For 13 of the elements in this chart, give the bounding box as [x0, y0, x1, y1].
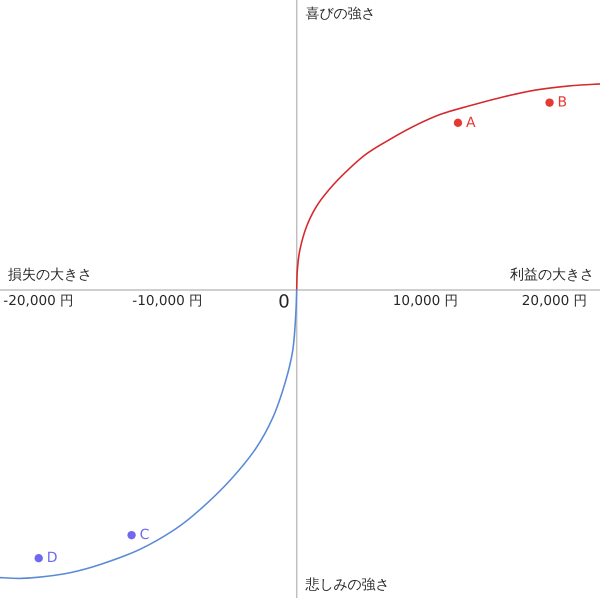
annotation: 悲しみの強さ	[306, 577, 390, 593]
x-tick: -20,000 円	[3, 293, 74, 310]
point-label: A	[466, 114, 476, 131]
ylabel: 喜びの強さ	[306, 6, 376, 22]
point-label: B	[558, 94, 568, 111]
point-label: C	[140, 527, 150, 544]
x-tick: 20,000 円	[522, 293, 588, 310]
x-tick: -10,000 円	[132, 293, 204, 310]
annotation: 損失の大きさ	[8, 267, 92, 284]
point-label: D	[46, 550, 58, 566]
xlabel: 利益の大きさ	[510, 267, 594, 284]
annotation: 0	[278, 292, 290, 313]
x-tick: 10,000 円	[392, 293, 459, 310]
